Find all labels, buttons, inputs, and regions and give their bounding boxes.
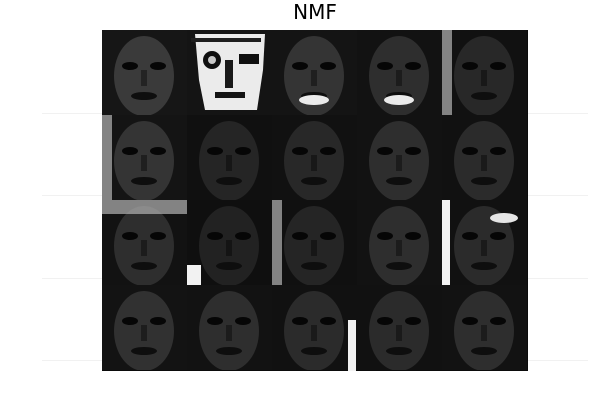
component-tile bbox=[442, 115, 527, 200]
nmf-components-grid bbox=[102, 30, 528, 371]
component-tile bbox=[187, 115, 272, 200]
component-tile bbox=[102, 30, 187, 115]
bright-highlight bbox=[348, 320, 356, 371]
component-tile bbox=[442, 285, 527, 370]
component-tile bbox=[357, 200, 442, 285]
component-tile bbox=[272, 285, 357, 370]
component-tile bbox=[187, 200, 272, 285]
component-tile bbox=[272, 115, 357, 200]
component-tile bbox=[357, 115, 442, 200]
component-tile bbox=[187, 285, 272, 370]
component-tile bbox=[102, 200, 187, 285]
component-tile bbox=[272, 200, 357, 285]
component-tile bbox=[187, 30, 272, 115]
component-tile bbox=[357, 30, 442, 115]
component-tile bbox=[357, 285, 442, 370]
component-tile bbox=[102, 115, 187, 200]
bright-highlight bbox=[187, 265, 201, 285]
component-tile bbox=[442, 30, 527, 115]
plot-title: NMF bbox=[293, 0, 337, 24]
component-tile bbox=[272, 30, 357, 115]
bright-highlight bbox=[442, 200, 450, 285]
component-tile bbox=[102, 285, 187, 370]
component-tile bbox=[442, 200, 527, 285]
